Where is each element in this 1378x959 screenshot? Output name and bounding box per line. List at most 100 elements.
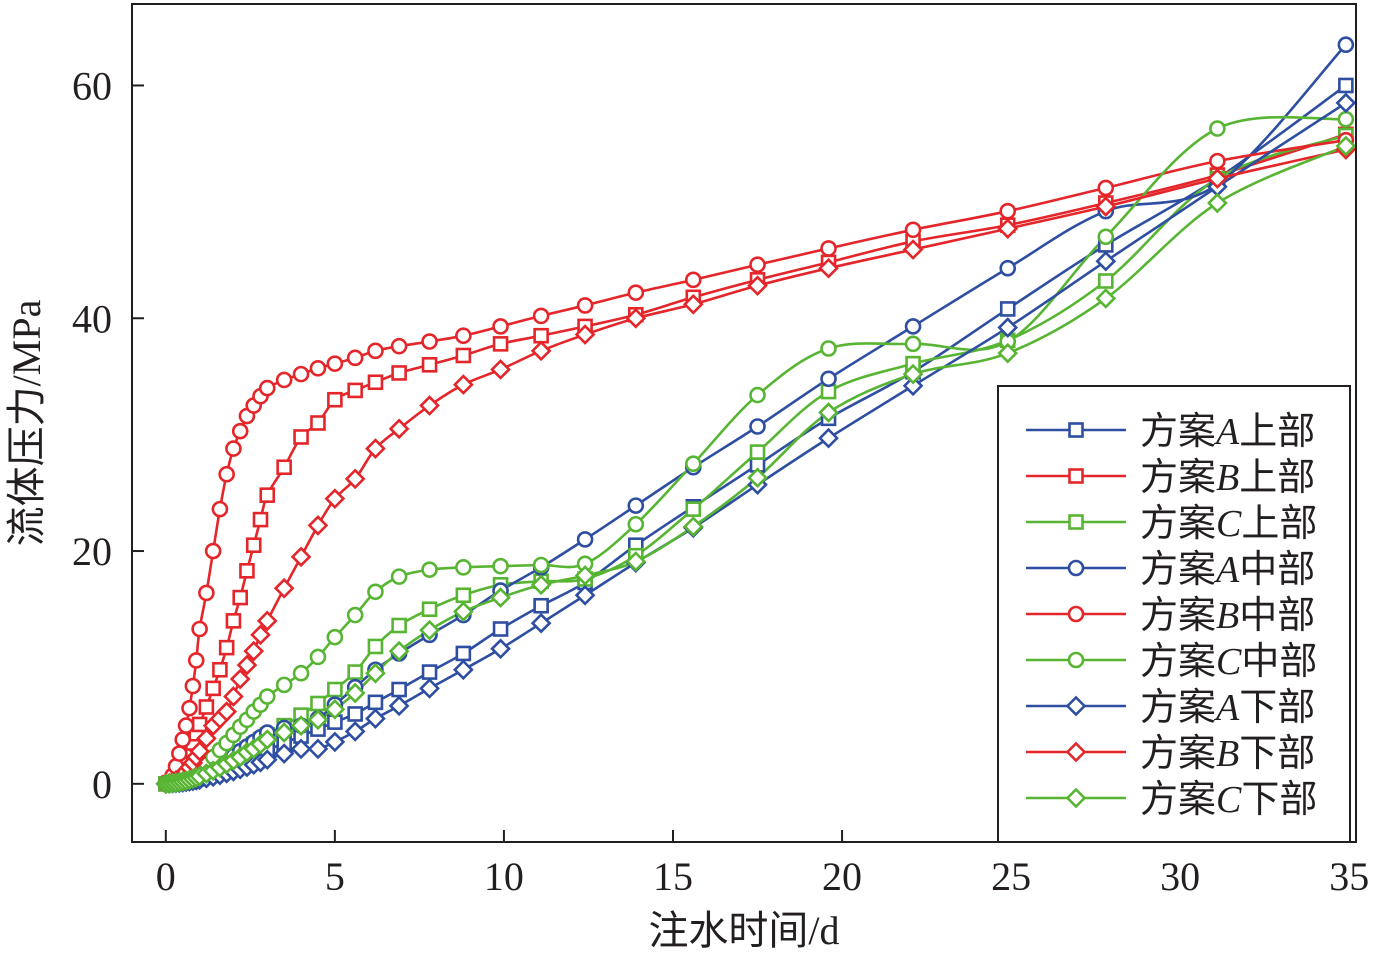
data-point-square [259,487,276,503]
legend-swatch-marker [1067,605,1085,623]
data-point-square [533,597,549,614]
data-point-diamond [388,418,410,440]
data-point-circle [275,371,293,389]
data-point-diamond [1095,288,1117,309]
data-point-circle [627,284,645,301]
data-point-square [212,661,228,678]
data-point-diamond [818,427,839,449]
data-point-diamond [747,275,768,296]
data-point-diamond [997,218,1019,239]
data-point-square [421,664,438,680]
data-point-diamond [307,738,329,760]
data-point-square [276,459,292,476]
data-point-circle [532,556,550,574]
data-point-diamond [682,516,704,537]
data-point-circle [346,606,364,624]
data-point-diamond [1095,196,1117,217]
data-point-circle [231,422,249,440]
data-point-diamond [290,715,312,736]
data-point-square [391,617,407,634]
data-point-square [533,327,549,344]
series-markers [155,36,1357,795]
legend-swatch-marker [1068,422,1084,438]
data-point-square [391,365,407,381]
data-point-circle [684,455,702,473]
data-point-diamond [216,701,238,722]
legend-swatch-marker [1065,787,1087,809]
data-point-diamond [997,342,1019,364]
x-axis-label: 注水时间/d [648,908,839,953]
legend-item-7: 方案B下部 [1026,733,1315,775]
data-point-diamond [229,668,251,690]
x-tick-label: 35 [1329,854,1369,899]
y-axis-ticks: 0 20 40 60 [72,63,144,807]
data-point-circle [390,568,408,585]
data-point-square [1097,273,1114,289]
legend-swatch-marker [1068,468,1084,484]
data-point-circle [367,342,384,360]
data-point-square [347,706,363,722]
data-point-circle [292,664,310,682]
data-point-diamond [324,731,346,753]
data-point-diamond [490,638,511,660]
legend-item-2: 方案C上部 [1026,503,1317,545]
data-point-square [310,415,326,431]
data-point-circle [275,676,293,694]
data-point-circle [258,688,276,705]
data-point-square [391,681,407,698]
data-point-diamond [682,293,704,315]
data-point-circle [1209,152,1226,170]
data-point-diamond [273,577,295,599]
data-point-circle [191,620,208,638]
y-axis-label: 流体压力/MPa [4,299,49,546]
data-point-square [347,382,363,399]
x-tick-label: 15 [653,854,693,899]
data-point-diamond [574,584,596,606]
data-point-diamond [902,363,924,385]
data-point-circle [326,628,344,646]
legend-item-6: 方案A下部 [1026,687,1315,729]
data-point-diamond [453,601,474,622]
data-point-diamond [307,709,329,731]
data-point-square [421,357,438,373]
data-point-diamond [419,619,440,641]
data-point-circle [820,240,837,257]
legend-label: 方案A上部 [1140,411,1315,453]
data-point-circle [171,745,188,762]
data-point-diamond [625,307,647,329]
data-point-circle [292,365,310,383]
data-point-diamond [997,317,1019,338]
data-point-square [492,621,509,637]
data-point-square [205,680,221,697]
data-point-diamond [574,324,596,345]
data-point-circle [492,318,509,335]
data-point-circle [627,515,645,533]
data-point-square [327,391,343,408]
data-point-square [232,589,248,606]
data-point-circle [455,559,472,576]
data-point-square [347,664,363,680]
x-tick-label: 5 [325,854,345,899]
data-point-circle [184,677,202,695]
data-point-square [198,699,215,715]
data-point-circle [181,699,198,717]
legend-label: 方案C上部 [1140,503,1317,545]
x-tick-label: 20 [822,854,862,899]
legend-item-5: 方案C中部 [1026,641,1317,683]
data-point-square [367,694,384,711]
data-point-circle [576,297,594,314]
data-point-circle [367,583,384,601]
data-point-circle [204,542,222,560]
data-point-square [310,695,326,712]
data-point-diamond [365,708,386,729]
legend-swatch-marker [1067,559,1085,577]
data-point-diamond [344,721,366,742]
data-point-circle [177,717,195,734]
data-point-diamond [307,515,329,536]
data-point-circle [421,333,438,350]
data-point-diamond [453,659,474,681]
data-point-circle [684,271,702,289]
data-point-diamond [189,740,210,762]
data-point-circle [326,355,344,372]
